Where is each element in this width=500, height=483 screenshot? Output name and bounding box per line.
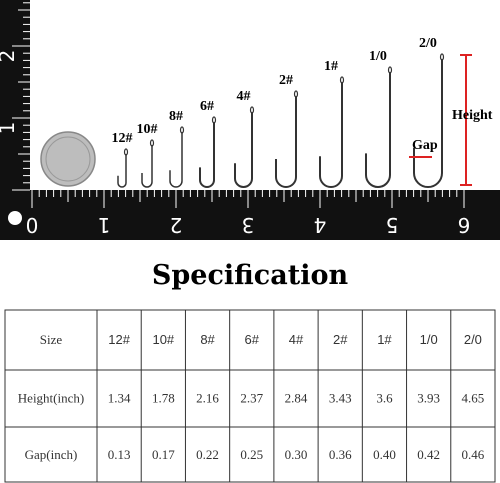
hook-eye (149, 139, 155, 147)
hook (199, 122, 215, 188)
ruler-number: 1 (98, 213, 111, 237)
table-cell: 1# (377, 332, 392, 347)
ruler-number: 1 (0, 122, 19, 135)
coin-rim (45, 136, 91, 182)
title: Specification (152, 260, 349, 291)
table-cell: 1.78 (152, 391, 175, 406)
hook (117, 154, 127, 188)
hook-eye (439, 53, 445, 61)
table-cell: 1/0 (420, 332, 438, 347)
hook-eye (339, 76, 345, 84)
table-cell: 2.84 (285, 391, 308, 406)
ruler-number: 6 (458, 213, 471, 237)
size-label: 8# (169, 109, 183, 124)
table-cell: 2.37 (240, 391, 263, 406)
table-cell: 0.13 (108, 447, 131, 462)
coin (40, 131, 96, 187)
ruler-number: 4 (314, 213, 327, 237)
table-cell: 0.42 (417, 447, 440, 462)
ruler-number: 2 (0, 50, 19, 63)
height-label: Height (452, 108, 493, 123)
table-cell: Gap(inch) (25, 447, 78, 462)
ruler-number: 5 (386, 213, 399, 237)
table-cell: 4# (289, 332, 304, 347)
ruler-hole (8, 211, 22, 225)
hook (319, 82, 343, 188)
hook-eye (293, 90, 299, 98)
table-cell: 0.36 (329, 447, 352, 462)
table-cell: 0.17 (152, 447, 175, 462)
table-cell: 10# (152, 332, 174, 347)
hook-eye (249, 106, 255, 114)
table-cell: 0.46 (462, 447, 485, 462)
table-cell: 0.30 (285, 447, 308, 462)
table-cell: Size (40, 332, 63, 347)
size-label: 1# (324, 59, 338, 74)
table-cell: 1.34 (108, 391, 131, 406)
table-cell: 3.6 (376, 391, 393, 406)
gap-label: Gap (412, 138, 438, 153)
ruler-number: 0 (26, 213, 39, 237)
hook (141, 145, 153, 188)
hook (413, 59, 443, 188)
size-label: 12# (112, 131, 133, 146)
table-cell: 0.40 (373, 447, 396, 462)
table-border (4, 309, 496, 483)
size-label: 2/0 (419, 36, 437, 51)
size-label: 10# (137, 122, 158, 137)
ruler-bottom (0, 190, 500, 240)
table-cell: 2# (333, 332, 348, 347)
table-cell: 2.16 (196, 391, 219, 406)
size-label: 1/0 (369, 49, 387, 64)
table-cell: 0.25 (240, 447, 263, 462)
ruler-number: 2 (170, 213, 183, 237)
table-cell: 4.65 (462, 391, 485, 406)
table-cell: 0.22 (196, 447, 219, 462)
table-cell: 3.93 (417, 391, 440, 406)
table-cell: 8# (200, 332, 215, 347)
table-cell: 3.43 (329, 391, 352, 406)
hook-eye (123, 148, 129, 156)
ruler-number: 3 (242, 213, 255, 237)
hook-eye (387, 66, 393, 74)
table-cell: 6# (245, 332, 260, 347)
table-cell: 2/0 (464, 332, 482, 347)
size-label: 4# (237, 89, 251, 104)
table-cell: 12# (108, 332, 130, 347)
hook-eye (211, 116, 217, 124)
size-label: 2# (279, 73, 293, 88)
hook (169, 132, 183, 188)
hook (234, 112, 253, 188)
hook-eye (179, 126, 185, 134)
hook (275, 96, 297, 188)
size-label: 6# (200, 99, 214, 114)
table-cell: Height(inch) (18, 391, 84, 406)
hook (365, 72, 391, 188)
